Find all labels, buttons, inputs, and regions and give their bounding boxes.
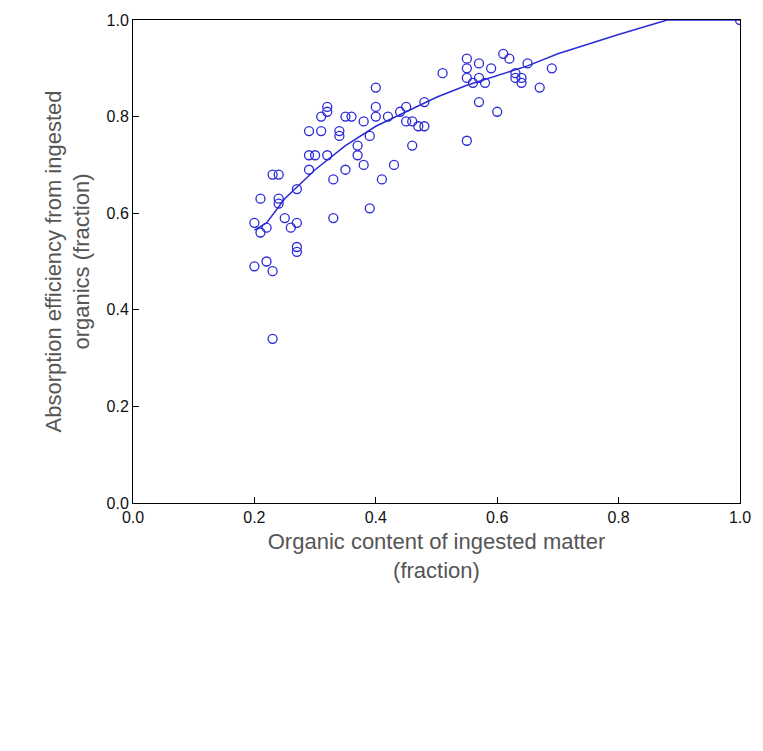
svg-text:0.0: 0.0: [122, 509, 144, 526]
svg-text:Organic content of ingested ma: Organic content of ingested matter(fract…: [268, 529, 606, 583]
svg-text:0.2: 0.2: [243, 509, 265, 526]
svg-text:0.4: 0.4: [365, 509, 387, 526]
svg-text:0.4: 0.4: [107, 301, 129, 318]
svg-text:0.8: 0.8: [107, 108, 129, 125]
svg-text:0.0: 0.0: [107, 495, 129, 512]
svg-text:0.6: 0.6: [486, 509, 508, 526]
svg-text:1.0: 1.0: [729, 509, 751, 526]
svg-text:0.6: 0.6: [107, 205, 129, 222]
svg-text:0.2: 0.2: [107, 398, 129, 415]
svg-text:0.8: 0.8: [607, 509, 629, 526]
svg-text:Absorption efficiency from ing: Absorption efficiency from ingestedorgan…: [41, 91, 95, 433]
svg-text:1.0: 1.0: [107, 12, 129, 29]
